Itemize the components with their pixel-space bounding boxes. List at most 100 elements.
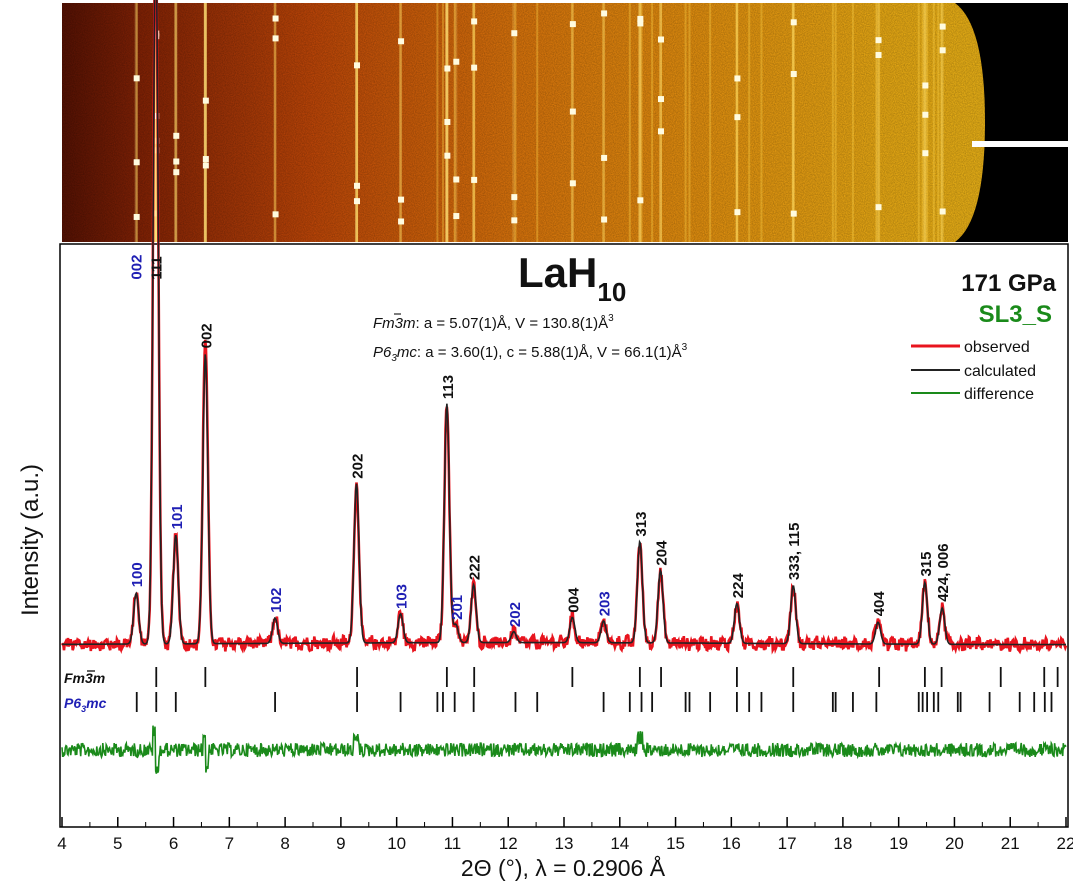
- x-tick-label: 13: [555, 834, 574, 853]
- p63mc-tick-label: P63mc: [64, 695, 107, 714]
- x-tick-label: 11: [444, 834, 462, 853]
- debye-line: [926, 3, 929, 242]
- y-axis-label: Intensity (a.u.): [17, 464, 44, 616]
- debye-line: [473, 3, 476, 242]
- diffraction-spot: [511, 30, 518, 37]
- debye-line-strong: [355, 3, 359, 242]
- debye-line-strong: [876, 3, 880, 242]
- debye-line-strong: [273, 3, 277, 242]
- diffraction-spot: [453, 58, 460, 65]
- x-axis: 4 5 6 7 8 9 10 11 12 13 14 15 16 17 18 19 20 21 22: [57, 817, 1073, 853]
- peak-label: 111: [149, 256, 166, 279]
- diffraction-spot: [398, 218, 405, 225]
- diffraction-spot: [471, 64, 478, 71]
- debye-line: [851, 3, 854, 242]
- diffraction-spot: [453, 176, 460, 183]
- beamstop-shadow: [955, 3, 1068, 242]
- diffraction-spot: [569, 108, 576, 115]
- fm3m-parameters: Fm3m: a = 5.07(1)Å, V = 130.8(1)Å3: [373, 313, 614, 332]
- diffraction-spot: [272, 211, 279, 218]
- p63mc-parameters: P63mc: a = 3.60(1), c = 5.88(1)Å, V = 66…: [373, 342, 688, 364]
- peak-label: 100: [129, 562, 146, 587]
- peak-label: 204: [654, 540, 671, 566]
- diffraction-spot: [173, 169, 180, 176]
- x-axis-label: 2Θ (°), λ = 0.2906 Å: [461, 854, 666, 881]
- legend: observed calculated difference: [911, 339, 1036, 403]
- peak-label: 103: [394, 584, 411, 609]
- debye-line-strong: [134, 3, 138, 242]
- diffraction-spot: [511, 217, 518, 224]
- debye-line-strong: [602, 3, 606, 242]
- debye-line: [660, 3, 663, 242]
- diffraction-spot: [637, 197, 644, 204]
- diffraction-spot: [657, 128, 664, 135]
- debye-line: [688, 3, 691, 242]
- diffraction-spot: [471, 18, 478, 25]
- diffraction-spot: [398, 38, 405, 45]
- x-tick-label: 14: [610, 834, 629, 853]
- x-tick-label: 21: [1001, 834, 1020, 853]
- legend-difference: difference: [964, 386, 1034, 403]
- fm3m-bragg-ticks: [155, 667, 1059, 687]
- debye-line: [638, 3, 641, 242]
- debye-line-strong: [791, 3, 795, 242]
- peak-label: 202: [350, 454, 367, 479]
- debye-line-strong: [940, 3, 944, 242]
- p63mc-bragg-ticks: [135, 692, 1053, 712]
- diffraction-spot: [202, 97, 209, 104]
- diffraction-spot: [922, 111, 929, 118]
- debye-line: [274, 3, 277, 242]
- debye-line: [760, 3, 763, 242]
- x-tick-label: 22: [1057, 834, 1073, 853]
- diffraction-spot: [202, 156, 209, 163]
- x-tick-label: 9: [336, 834, 345, 853]
- debye-line: [514, 3, 517, 242]
- x-tick-label: 18: [833, 834, 852, 853]
- debye-line: [921, 3, 924, 242]
- x-tick-label: 5: [113, 834, 122, 853]
- diffraction-spot: [734, 75, 741, 82]
- diffraction-spot: [790, 71, 797, 78]
- diffraction-spot: [637, 20, 644, 27]
- debye-line-strong: [399, 3, 403, 242]
- peak-label: 004: [565, 587, 582, 613]
- diffraction-spot: [790, 19, 797, 26]
- x-tick-label: 16: [722, 834, 741, 853]
- debye-line: [834, 3, 837, 242]
- diffraction-spot: [875, 37, 882, 44]
- x-tick-label: 12: [499, 834, 518, 853]
- pressure-label: 171 GPa: [961, 270, 1056, 297]
- peak-label: 404: [871, 591, 888, 617]
- x-tick-label: 10: [387, 834, 406, 853]
- peak-label: 002: [198, 323, 215, 348]
- debye-line-strong: [512, 3, 516, 242]
- debye-line-strong: [658, 3, 662, 242]
- diffraction-spot: [601, 154, 608, 161]
- peak-label: 313: [633, 512, 650, 537]
- x-tick-label: 17: [778, 834, 797, 853]
- debye-line: [735, 3, 738, 242]
- peak-label: 102: [268, 588, 285, 613]
- debye-line: [571, 3, 574, 242]
- debye-line: [923, 3, 926, 242]
- sample-label: SL3_S: [979, 301, 1052, 328]
- diffraction-spot: [939, 23, 946, 30]
- diffraction-spot: [444, 118, 451, 125]
- debye-line: [878, 3, 881, 242]
- diffraction-spot: [657, 96, 664, 103]
- diffraction-spot: [453, 213, 460, 220]
- diffraction-spot: [398, 196, 405, 203]
- diffraction-spot: [173, 132, 180, 139]
- diffraction-spot: [133, 213, 140, 220]
- diffraction-spot: [939, 47, 946, 54]
- diffraction-spot: [272, 15, 279, 22]
- debye-line: [651, 3, 654, 242]
- peak-label: 202: [507, 602, 524, 627]
- diffraction-spot: [173, 158, 180, 165]
- x-tick-label: 7: [225, 834, 234, 853]
- debye-line: [875, 3, 878, 242]
- debye-line: [628, 3, 631, 242]
- debye-line-strong: [923, 3, 927, 242]
